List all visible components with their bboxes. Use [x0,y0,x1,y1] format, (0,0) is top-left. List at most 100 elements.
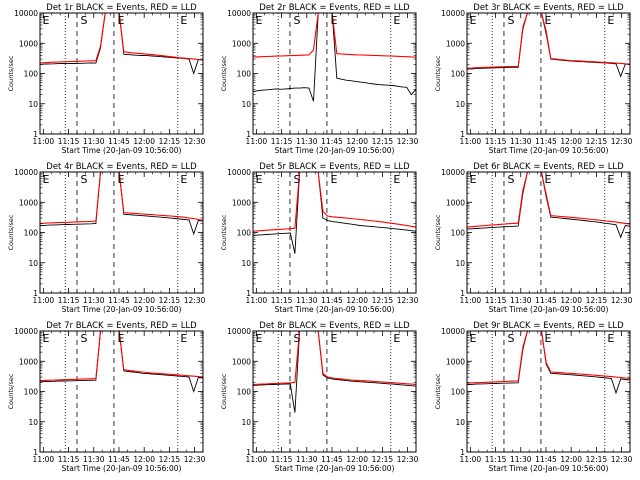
interval-marker-label: E [393,173,400,186]
detector-panel: Det 6r BLACK = Events, RED = LLD 1 10 100 10… [434,162,633,314]
y-tick-label: 10 [455,259,465,268]
y-tick-label: 100 [451,70,466,79]
y-tick-label: 10000 [14,9,38,18]
interval-marker-label: S [507,173,514,186]
lld-series-line [252,330,417,386]
y-axis-label: Counts/sec [434,55,442,91]
interval-marker-label: E [43,332,50,345]
interval-marker-label: E [43,173,50,186]
x-tick-label: 12:30 [611,296,633,305]
y-tick-label: 1000 [232,198,251,207]
x-tick-label: 12:30 [184,137,206,146]
y-tick-label: 1000 [19,39,38,48]
panel-title: Det 1r BLACK = Events, RED = LLD [46,3,197,13]
x-tick-label: 12:00 [133,137,155,146]
detector-panel: Det 4r BLACK = Events, RED = LLD 1 10 100 10… [7,162,206,314]
panel-title: Det 7r BLACK = Events, RED = LLD [46,321,197,331]
y-tick-label: 100 [237,229,252,238]
interval-marker-label: E [393,332,400,345]
y-tick-label: 1000 [446,39,465,48]
x-tick-label: 11:45 [321,296,343,305]
x-tick-label: 11:00 [246,455,268,464]
x-tick-label: 11:15 [271,455,293,464]
interval-marker-label: S [507,14,514,27]
plot-frame [466,12,631,135]
y-tick-label: 10 [455,100,465,109]
y-tick-label: 1 [33,448,38,457]
interval-marker-label: E [544,332,551,345]
x-tick-label: 12:15 [586,137,608,146]
x-axis-label: Start Time (20-Jan-09 10:56:00) [275,464,395,473]
interval-marker-label: E [43,14,50,27]
x-tick-label: 12:00 [133,455,155,464]
x-tick-label: 12:00 [346,137,368,146]
y-axis-label: Counts/sec [220,55,228,91]
x-tick-label: 12:15 [159,137,181,146]
x-tick-label: 11:00 [246,137,268,146]
y-axis-label: Counts/sec [220,214,228,250]
interval-marker-label: S [80,14,87,27]
y-tick-label: 100 [451,388,466,397]
y-tick-label: 100 [237,388,252,397]
y-tick-label: 1000 [232,39,251,48]
lld-series-line [39,12,204,64]
interval-marker-label: E [256,332,263,345]
x-tick-label: 11:45 [535,137,557,146]
interval-marker-label: E [117,332,124,345]
y-tick-label: 10000 [14,327,38,336]
panel-title: Det 6r BLACK = Events, RED = LLD [473,162,624,172]
interval-marker-label: E [180,173,187,186]
y-tick-label: 10000 [227,9,251,18]
y-tick-label: 100 [237,70,252,79]
y-tick-label: 1 [33,130,38,139]
x-tick-label: 11:15 [58,296,80,305]
x-tick-label: 12:15 [159,455,181,464]
plot-frame [252,171,417,294]
x-tick-label: 12:15 [586,455,608,464]
panel-title: Det 2r BLACK = Events, RED = LLD [259,3,410,13]
y-tick-label: 10000 [227,327,251,336]
x-tick-label: 11:45 [321,137,343,146]
lld-series-line [252,12,417,58]
y-tick-label: 10 [241,259,251,268]
y-tick-label: 1 [460,130,465,139]
detector-panel: Det 7r BLACK = Events, RED = LLD 1 10 100 10… [7,321,206,473]
y-tick-label: 1 [246,448,251,457]
interval-marker-label: E [470,332,477,345]
x-tick-label: 11:15 [485,296,507,305]
interval-marker-label: E [330,173,337,186]
x-tick-label: 11:45 [108,296,130,305]
y-axis-label: Counts/sec [220,373,228,409]
x-tick-label: 12:30 [611,455,633,464]
lld-series-line [466,330,631,384]
interval-marker-label: E [607,332,614,345]
y-tick-label: 100 [24,229,39,238]
x-axis-label: Start Time (20-Jan-09 10:56:00) [275,305,395,314]
x-tick-label: 11:30 [296,137,318,146]
x-axis-label: Start Time (20-Jan-09 10:56:00) [489,146,609,155]
x-tick-label: 11:00 [33,296,55,305]
x-axis-label: Start Time (20-Jan-09 10:56:00) [489,464,609,473]
y-tick-label: 10 [28,418,38,427]
x-tick-label: 12:15 [372,455,394,464]
panel-title: Det 4r BLACK = Events, RED = LLD [46,162,197,172]
x-tick-label: 12:30 [397,296,419,305]
x-tick-label: 12:00 [560,455,582,464]
x-tick-label: 11:00 [246,296,268,305]
lld-series-line [39,171,204,224]
interval-marker-label: E [117,173,124,186]
interval-marker-label: E [256,173,263,186]
x-tick-label: 12:00 [133,296,155,305]
x-axis-label: Start Time (20-Jan-09 10:56:00) [489,305,609,314]
x-axis-label: Start Time (20-Jan-09 10:56:00) [62,464,182,473]
x-tick-label: 11:15 [485,455,507,464]
x-tick-label: 11:30 [510,455,532,464]
lld-series-line [466,12,631,69]
interval-marker-label: E [544,14,551,27]
y-tick-label: 10000 [227,168,251,177]
x-tick-label: 11:30 [510,296,532,305]
x-tick-label: 11:00 [460,455,482,464]
x-tick-label: 11:30 [83,137,105,146]
x-tick-label: 11:45 [108,455,130,464]
x-tick-label: 11:30 [510,137,532,146]
